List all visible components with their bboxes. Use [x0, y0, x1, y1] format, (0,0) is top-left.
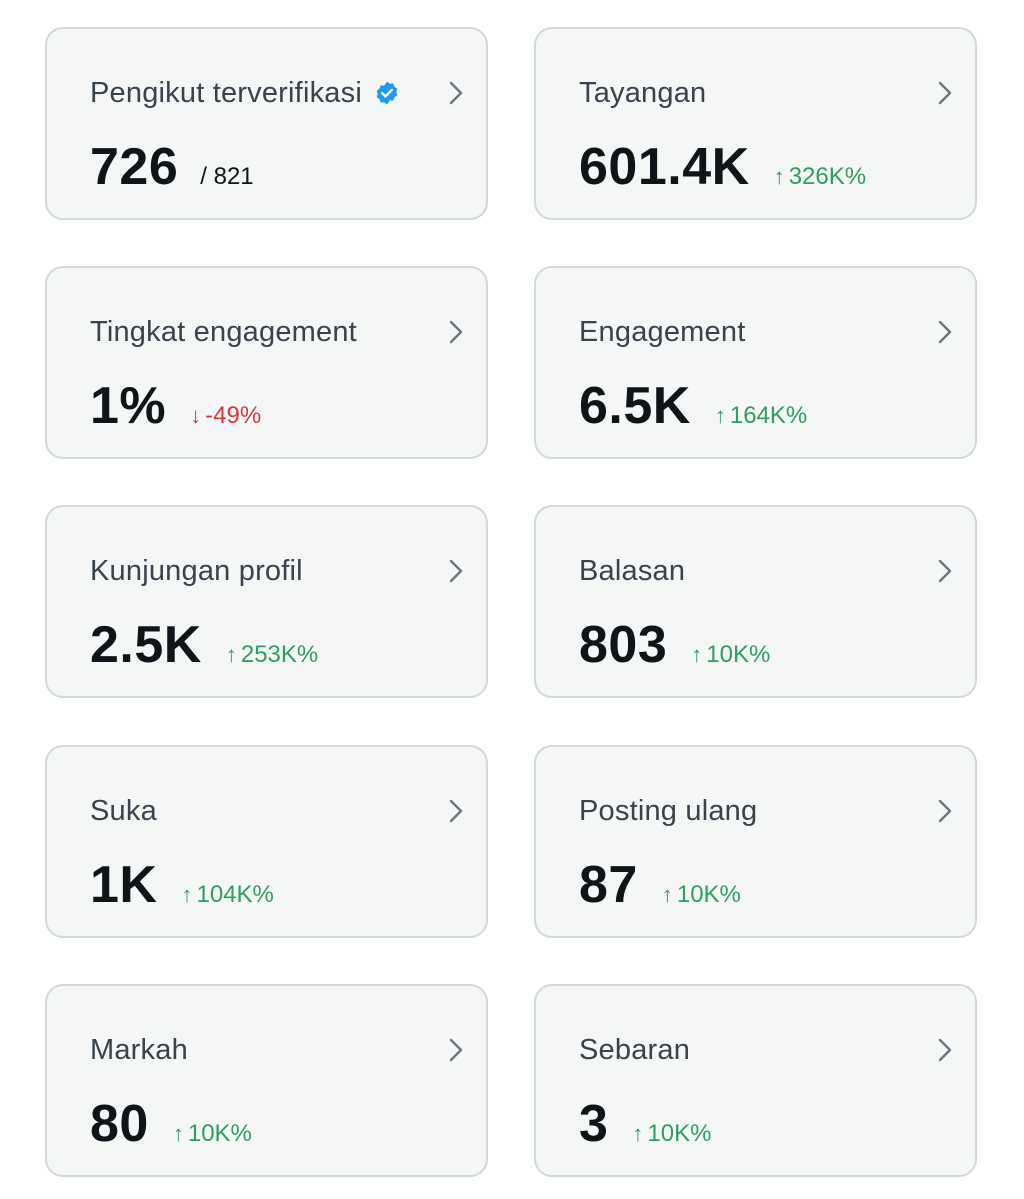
card-delta-text: 253K% — [240, 641, 319, 668]
card-label-row: Markah — [90, 1030, 188, 1070]
card-value-total: / 821 — [200, 163, 254, 190]
card-label-row: Balasan — [579, 551, 685, 591]
card-impressions[interactable]: Tayangan 601.4K ↑ 326K% — [534, 27, 977, 220]
card-delta-text: 10K% — [706, 641, 771, 668]
card-value-row: 3 ↑ 10K% — [579, 1094, 711, 1154]
card-value: 803 — [579, 616, 668, 674]
card-value-row: 80 ↑ 10K% — [90, 1094, 252, 1154]
card-label: Kunjungan profil — [90, 554, 303, 587]
card-bookmarks[interactable]: Markah 80 ↑ 10K% — [45, 984, 488, 1177]
card-label-row: Pengikut terverifikasi — [90, 73, 400, 113]
card-value-row: 6.5K ↑ 164K% — [579, 376, 807, 436]
chevron-right-icon — [446, 79, 466, 107]
arrow-up-icon: ↑ — [691, 642, 703, 667]
card-value-row: 601.4K ↑ 326K% — [579, 137, 866, 197]
chevron-right-icon — [935, 557, 955, 585]
card-delta: ↑ 10K% — [691, 641, 770, 669]
card-delta-text: 10K% — [187, 1120, 252, 1147]
card-delta: ↑ 10K% — [662, 881, 741, 909]
card-profile-visits[interactable]: Kunjungan profil 2.5K ↑ 253K% — [45, 505, 488, 698]
card-label: Tingkat engagement — [90, 315, 357, 348]
verified-badge-icon — [374, 80, 400, 106]
card-label: Posting ulang — [579, 794, 758, 827]
card-delta: ↑ 326K% — [774, 163, 866, 191]
card-replies[interactable]: Balasan 803 ↑ 10K% — [534, 505, 977, 698]
card-value: 1K — [90, 856, 158, 914]
card-label-row: Engagement — [579, 312, 745, 352]
card-label-row: Tingkat engagement — [90, 312, 357, 352]
arrow-up-icon: ↑ — [181, 882, 193, 907]
card-label: Suka — [90, 794, 157, 827]
card-engagement-rate[interactable]: Tingkat engagement 1% ↓ -49% — [45, 266, 488, 459]
card-value: 601.4K — [579, 138, 750, 196]
card-value-row: 87 ↑ 10K% — [579, 855, 741, 915]
card-delta-text: -49% — [205, 402, 262, 429]
card-value: 87 — [579, 856, 638, 914]
card-value-row: 803 ↑ 10K% — [579, 615, 770, 675]
card-delta-text: 326K% — [788, 163, 867, 190]
chevron-right-icon — [446, 318, 466, 346]
card-delta: ↓ -49% — [190, 402, 261, 430]
chevron-right-icon — [935, 797, 955, 825]
card-label: Balasan — [579, 554, 686, 587]
card-likes[interactable]: Suka 1K ↑ 104K% — [45, 745, 488, 938]
card-delta: ↑ 10K% — [632, 1120, 711, 1148]
arrow-up-icon: ↑ — [225, 642, 237, 667]
arrow-up-icon: ↑ — [172, 1121, 184, 1146]
card-label-row: Sebaran — [579, 1030, 690, 1070]
card-verified-followers[interactable]: Pengikut terverifikasi 726 / 821 — [45, 27, 488, 220]
chevron-right-icon — [446, 797, 466, 825]
card-value: 1% — [90, 377, 167, 435]
card-value-row: 2.5K ↑ 253K% — [90, 615, 318, 675]
arrow-up-icon: ↑ — [661, 882, 673, 907]
card-value-row: 1% ↓ -49% — [90, 376, 261, 436]
card-label: Pengikut terverifikasi — [90, 76, 362, 109]
card-shares[interactable]: Sebaran 3 ↑ 10K% — [534, 984, 977, 1177]
card-label: Sebaran — [579, 1033, 691, 1066]
card-label-row: Suka — [90, 791, 157, 831]
card-delta-text: 10K% — [647, 1120, 712, 1147]
card-delta-text: 104K% — [196, 881, 274, 908]
card-delta: ↑ 10K% — [173, 1120, 252, 1148]
card-delta-text: 10K% — [676, 881, 741, 908]
arrow-up-icon: ↑ — [714, 403, 726, 428]
card-label-row: Tayangan — [579, 73, 706, 113]
card-value: 726 — [90, 138, 179, 196]
chevron-right-icon — [935, 79, 955, 107]
card-label: Tayangan — [579, 76, 707, 109]
card-value: 80 — [90, 1095, 149, 1153]
card-label: Engagement — [579, 315, 746, 348]
chevron-right-icon — [446, 1036, 466, 1064]
card-delta-text: 164K% — [729, 402, 808, 429]
card-value: 3 — [579, 1095, 609, 1153]
card-reposts[interactable]: Posting ulang 87 ↑ 10K% — [534, 745, 977, 938]
card-value: 6.5K — [579, 377, 691, 435]
card-value: 2.5K — [90, 616, 202, 674]
card-value-row: 1K ↑ 104K% — [90, 855, 274, 915]
chevron-right-icon — [446, 557, 466, 585]
card-label-row: Posting ulang — [579, 791, 757, 831]
arrow-down-icon: ↓ — [190, 403, 202, 428]
arrow-up-icon: ↑ — [773, 164, 785, 189]
chevron-right-icon — [935, 1036, 955, 1064]
card-label: Markah — [90, 1033, 188, 1066]
card-label-row: Kunjungan profil — [90, 551, 303, 591]
arrow-up-icon: ↑ — [632, 1121, 644, 1146]
card-value-row: 726 / 821 — [90, 137, 254, 197]
chevron-right-icon — [935, 318, 955, 346]
card-engagement[interactable]: Engagement 6.5K ↑ 164K% — [534, 266, 977, 459]
card-delta: ↑ 104K% — [181, 881, 273, 909]
card-delta: ↑ 164K% — [715, 402, 807, 430]
card-delta: ↑ 253K% — [226, 641, 318, 669]
